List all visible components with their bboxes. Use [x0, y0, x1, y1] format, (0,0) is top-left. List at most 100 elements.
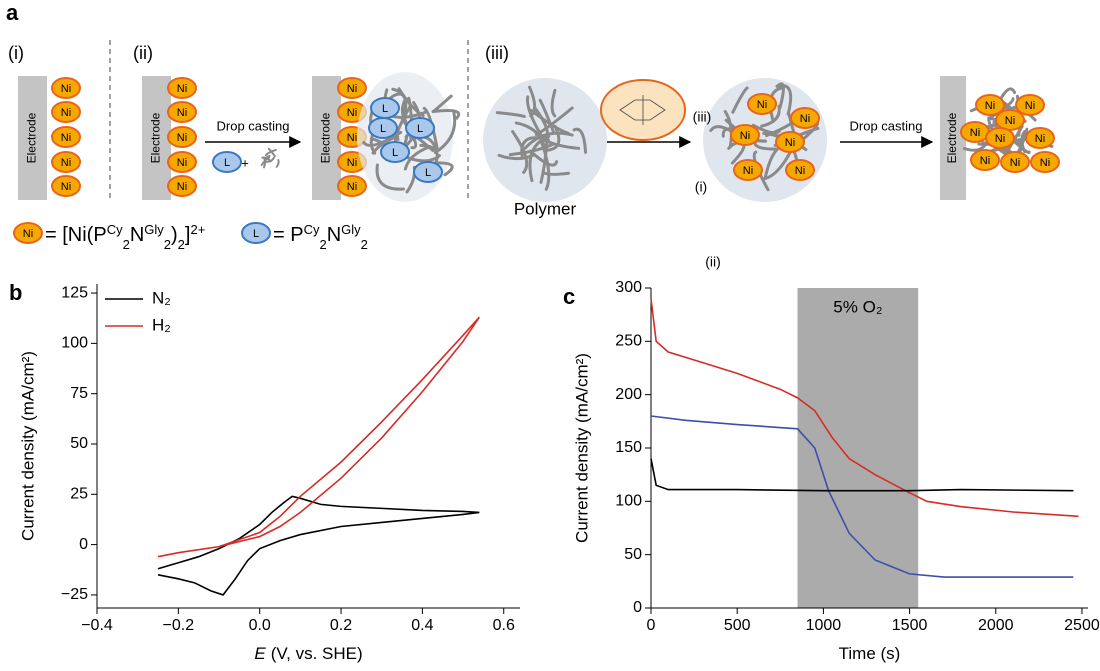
formula-part: Cy [304, 222, 320, 237]
ni-label: Ni [177, 181, 187, 193]
step-label: Drop casting [850, 118, 923, 133]
electrode-label: Electrode [149, 112, 163, 163]
annotation: (ii) [705, 254, 721, 270]
y-tick-label: 50 [624, 546, 642, 563]
ni-label: Ni [347, 83, 357, 95]
y-tick-label: 0 [79, 536, 88, 553]
ni-label: Ni [23, 228, 33, 240]
y-tick-label: 100 [61, 335, 88, 352]
x-tick-label: 0.4 [411, 617, 433, 634]
formula-part: 2 [123, 237, 130, 252]
ligand-label: L [380, 123, 386, 135]
x-tick-label: −0.4 [81, 617, 113, 634]
formula-part: 2 [164, 237, 171, 252]
x-tick-label: 0.0 [249, 617, 271, 634]
electrode-label: Electrode [945, 112, 959, 163]
y-tick-label: −25 [61, 586, 88, 603]
schematic: a (i) (ii) (iii) Drop casting Drop casti… [6, 0, 1059, 252]
ni-label: Ni [347, 132, 357, 144]
formula-part: Cy [107, 222, 123, 237]
ni-label: Ni [347, 107, 357, 119]
plus: + [241, 155, 249, 170]
ligand-label: L [425, 167, 431, 179]
polymer-strand [277, 160, 279, 167]
x-axis-symbol: E [254, 644, 266, 663]
ni-label: Ni [740, 130, 750, 142]
panel-label: b [9, 280, 22, 305]
x-tick-label: 0.6 [493, 617, 515, 634]
ni-label: Ni [970, 127, 980, 139]
x-tick-label: 2500 [1064, 617, 1100, 634]
ni-label: Ni [347, 181, 357, 193]
y-tick-label: 0 [633, 599, 642, 616]
x-axis-label: E (V, vs. SHE) [254, 644, 362, 663]
annotation: (i) [695, 179, 707, 195]
figure: a (i) (ii) (iii) Drop casting Drop casti… [0, 0, 1100, 671]
formula-part: N [130, 224, 144, 246]
y-tick-label: 125 [61, 284, 88, 301]
formula-l: = PCy2NGly2 [273, 222, 368, 252]
formula-part: Gly [341, 222, 361, 237]
ni-label: Ni [1025, 100, 1035, 112]
formula-part: N [327, 224, 341, 246]
ni-label: Ni [61, 181, 71, 193]
panel-label: c [563, 284, 575, 309]
x-axis-text: (V, vs. SHE) [271, 644, 363, 663]
ni-label: Ni [61, 132, 71, 144]
ni-label: Ni [785, 137, 795, 149]
electrode-label: Electrode [319, 112, 333, 163]
formula-part: = [Ni(P [45, 224, 107, 246]
section-label: (iii) [485, 43, 509, 63]
data-line [158, 496, 479, 595]
x-tick-label: −0.2 [163, 617, 195, 634]
ni-label: Ni [743, 165, 753, 177]
y-axis-label: Current density (mA/cm²) [572, 353, 591, 543]
y-tick-label: 150 [615, 439, 642, 456]
step-label: Drop casting [217, 118, 290, 133]
shaded-region [798, 288, 919, 608]
formula-ni: = [Ni(PCy2NGly2)2]2+ [45, 222, 205, 252]
l-label: L [253, 228, 259, 240]
ni-label: Ni [61, 83, 71, 95]
formula-part: 2 [361, 237, 368, 252]
ni-label: Ni [1035, 133, 1045, 145]
x-axis-text: Time (s) [839, 644, 901, 663]
ni-label: Ni [347, 157, 357, 169]
ni-label: Ni [61, 157, 71, 169]
formula-part: 2 [178, 237, 185, 252]
shaded-label: 5% O₂ [833, 297, 882, 316]
formula-part: 2 [319, 237, 326, 252]
ligand-label: L [417, 123, 423, 135]
x-axis-label: Time (s) [839, 644, 901, 663]
y-tick-label: 300 [615, 279, 642, 296]
ni-label: Ni [757, 99, 767, 111]
formula-part: ) [171, 224, 178, 246]
ni-label: Ni [795, 165, 805, 177]
x-tick-label: 2000 [978, 617, 1014, 634]
ni-label: Ni [995, 133, 1005, 145]
section-label: (ii) [133, 43, 153, 63]
y-tick-label: 75 [70, 385, 88, 402]
electrode-label: Electrode [25, 112, 39, 163]
y-tick-label: 50 [70, 435, 88, 452]
ni-label: Ni [177, 107, 187, 119]
ni-label: Ni [980, 155, 990, 167]
x-tick-label: 0.2 [330, 617, 352, 634]
x-tick-label: 0 [647, 617, 656, 634]
ni-label: Ni [61, 107, 71, 119]
x-tick-label: 500 [724, 617, 751, 634]
y-tick-label: 200 [615, 386, 642, 403]
y-tick-label: 250 [615, 333, 642, 350]
annotation: (iii) [693, 109, 712, 125]
legend-label: H₂ [152, 315, 171, 334]
x-tick-label: 1500 [892, 617, 928, 634]
legend-label: N₂ [152, 288, 171, 307]
ligand-label: L [382, 103, 388, 115]
ligand-label: L [392, 147, 398, 159]
panel-label: a [6, 0, 19, 25]
section-label: (i) [8, 43, 24, 63]
ni-label: Ni [1005, 115, 1015, 127]
x-tick-label: 1000 [806, 617, 842, 634]
formula-part: Gly [144, 222, 164, 237]
formula-part: 2+ [190, 222, 205, 237]
